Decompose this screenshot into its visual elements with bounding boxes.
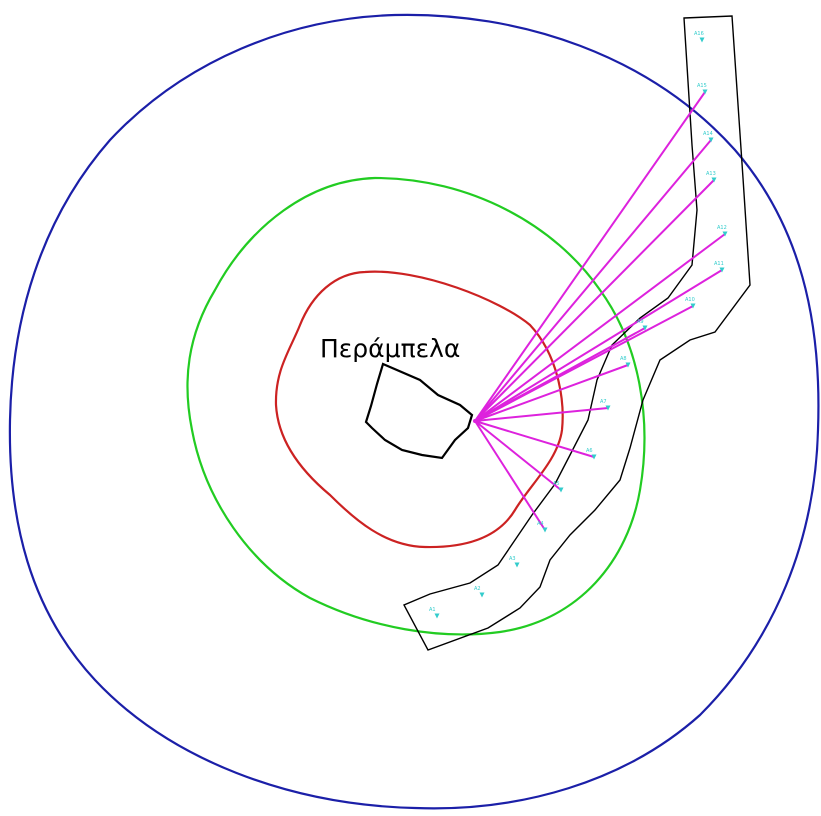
turbine-icon	[702, 89, 708, 95]
turbine-icon	[699, 37, 705, 43]
turbine-icon	[708, 137, 714, 143]
turbine-icon	[434, 613, 440, 619]
turbine-icon	[722, 231, 728, 237]
turbine-label: A16	[694, 31, 704, 37]
turbine-a13: A13	[706, 171, 717, 183]
turbine-label: A8	[620, 356, 627, 362]
turbine-a14: A14	[703, 131, 714, 143]
sightline-a8	[474, 364, 629, 422]
turbine-a3: A3	[509, 556, 520, 568]
sightline-a11	[474, 269, 723, 422]
turbine-a10: A10	[685, 297, 696, 309]
sightline-a4	[474, 420, 546, 531]
turbine-label: A5	[553, 481, 560, 487]
turbine-label: A15	[697, 83, 707, 89]
turbine-icon	[514, 562, 520, 568]
turbine-a6: A6	[586, 448, 597, 460]
turbine-a9: A9	[637, 319, 648, 331]
sightline-a6	[474, 420, 595, 458]
inner-zone-boundary	[274, 270, 564, 549]
turbine-label: A13	[706, 171, 716, 177]
turbine-icon	[711, 177, 717, 183]
sightlines-group	[473, 91, 726, 531]
turbine-label: A14	[703, 131, 713, 137]
turbine-icon	[642, 325, 648, 331]
turbines-group: A1 A2 A3 A4 A5 A6 A7 A8 A9 A10 A11 A12 A13 A14 A15 A16	[429, 31, 728, 619]
turbine-icon	[719, 267, 725, 273]
turbine-label: A2	[474, 586, 481, 592]
outer-zone-boundary	[8, 13, 820, 810]
turbine-a16: A16	[694, 31, 705, 43]
middle-zone-boundary	[186, 176, 646, 636]
turbine-a15: A15	[697, 83, 708, 95]
sightline-a14	[474, 139, 712, 422]
viewpoint-marker	[473, 419, 477, 423]
turbine-icon	[591, 454, 597, 460]
sightline-a15	[474, 91, 706, 422]
sightline-a5	[474, 420, 562, 491]
turbine-label: A7	[600, 399, 607, 405]
turbine-label: A3	[509, 556, 516, 562]
turbine-a12: A12	[717, 225, 728, 237]
turbine-label: A10	[685, 297, 695, 303]
settlement-boundary	[364, 362, 474, 460]
turbine-label: A9	[637, 319, 644, 325]
turbine-a11: A11	[714, 261, 725, 273]
turbine-a8: A8	[620, 356, 631, 368]
sightline-a13	[474, 179, 715, 422]
wind-farm-corridor	[403, 15, 751, 651]
turbine-icon	[605, 405, 611, 411]
turbine-icon	[542, 527, 548, 533]
sightline-a12	[474, 233, 726, 422]
turbine-a1: A1	[429, 607, 440, 619]
turbine-label: A1	[429, 607, 436, 613]
turbine-label: A6	[586, 448, 593, 454]
sightline-a7	[474, 407, 609, 422]
settlement-label: Περάμπελα	[320, 334, 460, 363]
turbine-label: A11	[714, 261, 724, 267]
turbine-icon	[479, 592, 485, 598]
turbine-icon	[690, 303, 696, 309]
turbine-label: A4	[537, 521, 544, 527]
turbine-icon	[558, 487, 564, 493]
turbine-a2: A2	[474, 586, 485, 598]
turbine-label: A12	[717, 225, 727, 231]
sightline-a10	[474, 305, 694, 422]
turbine-a7: A7	[600, 399, 611, 411]
turbine-a5: A5	[553, 481, 564, 493]
turbine-icon	[625, 362, 631, 368]
turbine-a4: A4	[537, 521, 548, 533]
